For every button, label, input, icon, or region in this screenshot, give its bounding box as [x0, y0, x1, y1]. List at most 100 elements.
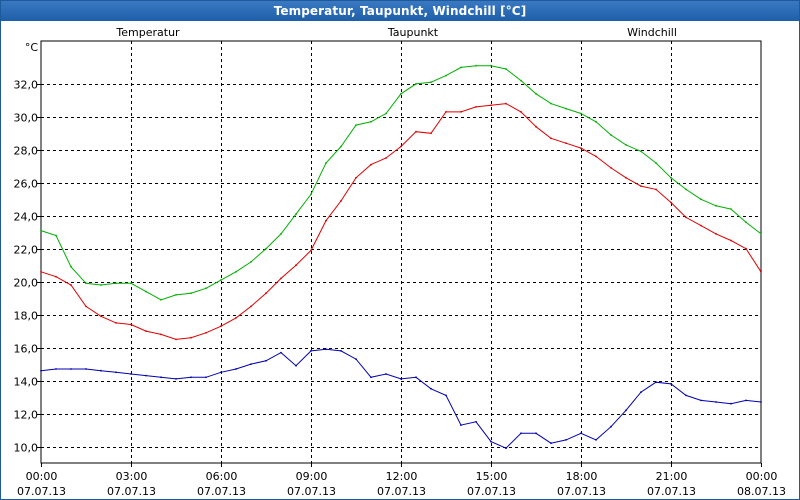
x-tick-date-label: 07.07.13: [647, 485, 696, 498]
data-point-taupunkt: [130, 373, 132, 375]
data-point-taupunkt: [505, 447, 507, 450]
data-point-temperatur: [700, 224, 702, 227]
x-tick-time-label: 18:00: [566, 470, 598, 483]
data-point-windchill: [100, 284, 102, 286]
data-point-taupunkt: [625, 409, 627, 412]
data-point-taupunkt: [580, 432, 582, 435]
data-point-temperatur: [685, 216, 687, 219]
data-point-temperatur: [100, 315, 102, 318]
data-point-temperatur: [220, 325, 222, 328]
data-point-taupunkt: [370, 376, 372, 379]
data-point-taupunkt: [220, 371, 222, 374]
data-point-taupunkt: [295, 364, 297, 367]
x-tick-time-label: 00:00: [746, 470, 778, 483]
data-point-windchill: [685, 188, 687, 191]
data-point-temperatur: [610, 167, 612, 169]
data-point-taupunkt: [610, 425, 612, 428]
data-point-temperatur: [370, 163, 372, 166]
data-point-windchill: [595, 120, 597, 123]
data-point-windchill: [85, 282, 87, 285]
data-point-temperatur: [595, 155, 597, 158]
y-tick-label: 14,0: [14, 376, 39, 389]
data-point-taupunkt: [640, 391, 642, 393]
data-point-windchill: [760, 233, 762, 235]
data-point-temperatur: [550, 137, 552, 140]
data-point-taupunkt: [445, 394, 447, 397]
data-point-temperatur: [175, 338, 177, 341]
data-point-taupunkt: [190, 376, 192, 379]
data-point-windchill: [565, 107, 567, 110]
data-point-temperatur: [70, 284, 72, 286]
data-point-taupunkt: [685, 394, 687, 397]
data-point-windchill: [610, 134, 612, 136]
data-point-temperatur: [130, 323, 132, 326]
data-point-windchill: [430, 81, 432, 84]
data-point-taupunkt: [325, 348, 327, 351]
data-point-temperatur: [55, 275, 57, 278]
data-point-taupunkt: [70, 368, 72, 370]
data-point-temperatur: [655, 188, 657, 191]
data-point-temperatur: [505, 102, 507, 105]
data-point-temperatur: [385, 157, 387, 159]
data-point-windchill: [700, 198, 702, 201]
x-tick-time-label: 00:00: [26, 470, 58, 483]
data-point-temperatur: [325, 219, 327, 222]
data-point-windchill: [640, 150, 642, 153]
data-point-windchill: [460, 66, 462, 69]
data-point-windchill: [190, 292, 192, 295]
data-point-taupunkt: [760, 401, 762, 403]
data-point-windchill: [550, 102, 552, 105]
data-point-temperatur: [160, 333, 162, 336]
data-point-taupunkt: [55, 368, 57, 370]
data-point-temperatur: [115, 322, 117, 324]
data-point-temperatur: [565, 142, 567, 145]
data-point-temperatur: [340, 200, 342, 202]
data-point-windchill: [40, 229, 42, 232]
data-point-windchill: [55, 234, 57, 237]
y-tick-label: 24,0: [14, 211, 39, 224]
data-point-taupunkt: [175, 378, 177, 380]
data-point-temperatur: [730, 239, 732, 242]
data-point-windchill: [670, 176, 672, 179]
x-tick-time-label: 15:00: [476, 470, 508, 483]
data-point-temperatur: [85, 305, 87, 308]
data-point-taupunkt: [280, 351, 282, 354]
data-point-temperatur: [310, 249, 312, 252]
legend-item-taupunkt: Taupunkt: [387, 26, 439, 39]
x-tick-date-label: 07.07.13: [467, 485, 516, 498]
data-point-windchill: [145, 290, 147, 293]
legend-item-temperatur: Temperatur: [115, 26, 180, 39]
y-tick-label: 20,0: [14, 277, 39, 290]
data-point-windchill: [265, 247, 267, 250]
data-point-temperatur: [625, 176, 627, 179]
y-tick-label: 22,0: [14, 244, 39, 257]
data-point-windchill: [625, 144, 627, 146]
data-point-windchill: [520, 79, 522, 82]
data-point-taupunkt: [160, 376, 162, 379]
data-point-temperatur: [355, 176, 357, 179]
data-point-taupunkt: [490, 440, 492, 443]
data-point-windchill: [475, 64, 477, 67]
data-point-windchill: [250, 261, 252, 263]
x-tick-date-label: 07.07.13: [557, 485, 606, 498]
data-point-taupunkt: [340, 350, 342, 352]
data-point-windchill: [280, 233, 282, 235]
y-tick-label: 12,0: [14, 409, 39, 422]
data-point-taupunkt: [430, 387, 432, 390]
data-point-taupunkt: [520, 432, 522, 435]
data-point-windchill: [160, 298, 162, 301]
data-point-windchill: [385, 112, 387, 115]
data-point-windchill: [175, 294, 177, 296]
x-tick-date-label: 07.07.13: [377, 485, 426, 498]
data-point-windchill: [295, 213, 297, 216]
data-point-windchill: [220, 279, 222, 281]
data-point-windchill: [745, 221, 747, 224]
data-point-taupunkt: [310, 350, 312, 352]
data-point-temperatur: [295, 264, 297, 267]
data-point-temperatur: [40, 270, 42, 273]
x-tick-date-label: 07.07.13: [107, 485, 156, 498]
chart-svg: 10,0 12,0 14,0 16,0 18,0 20,0 22,0 24,0 26,0 28,0…: [14, 26, 786, 498]
data-point-taupunkt: [145, 374, 147, 377]
data-point-windchill: [505, 68, 507, 70]
